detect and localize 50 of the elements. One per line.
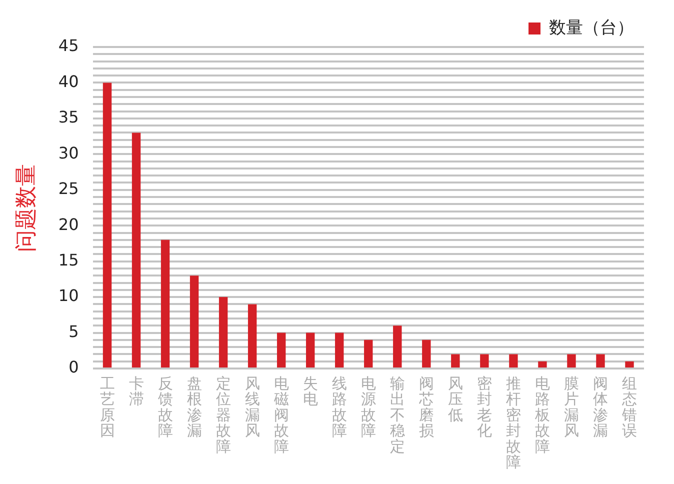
bar [625,361,634,368]
x-tick-label: 线路故障 [332,374,347,440]
x-tick-label: 风线漏风 [244,374,260,440]
y-tick-label: 20 [58,214,79,234]
bar [567,354,576,368]
bar [218,297,228,368]
x-tick-label: 膜片漏风 [564,374,579,440]
y-tick-label: 5 [68,322,79,341]
x-tick-label: 密封老化 [476,374,492,440]
bar [480,354,489,368]
bar [306,332,315,368]
bar [335,332,344,368]
bar [190,276,199,368]
x-tick-label: 工艺原因 [100,374,115,440]
x-tick-label: 阀芯磨损 [418,374,434,440]
bar [160,240,170,368]
bar [538,361,547,368]
legend-label: 数量（台） [549,18,634,38]
bar [248,304,257,368]
bar [364,340,373,368]
bar [393,326,402,368]
bar [276,332,286,368]
x-tick-label: 阀体渗漏 [592,374,608,440]
bar [451,354,460,368]
x-tick-label: 失电 [302,374,318,408]
x-tick-label: 定位器故障 [216,374,231,456]
x-tick-label: 反馈故障 [156,374,173,440]
bar [132,132,141,368]
y-tick-label: 10 [58,286,79,306]
y-tick-label: 40 [58,72,79,91]
x-tick-label: 电源故障 [360,374,376,440]
x-tick-label: 风压低 [448,374,463,424]
x-tick-label: 输出不稳定 [390,374,405,456]
y-tick-label: 15 [58,250,79,270]
bar [509,354,518,368]
bar [596,354,605,368]
x-tick-label: 电磁阀故障 [272,374,289,456]
bar [422,340,431,368]
y-tick-label: 30 [58,143,79,162]
y-axis-title: 问题数量 [14,164,39,252]
y-tick-label: 35 [58,108,79,127]
x-tick-label: 推杆密封故障 [504,374,521,472]
x-tick-label: 电路板故障 [534,374,550,456]
x-tick-label: 盘根渗漏 [186,374,202,440]
y-tick-label: 45 [58,36,79,56]
y-tick-label: 0 [68,358,79,377]
bar [102,82,112,368]
y-tick-label: 25 [58,179,79,198]
x-tick-label: 组态错误 [620,374,637,440]
x-tick-label: 卡滞 [128,374,144,408]
